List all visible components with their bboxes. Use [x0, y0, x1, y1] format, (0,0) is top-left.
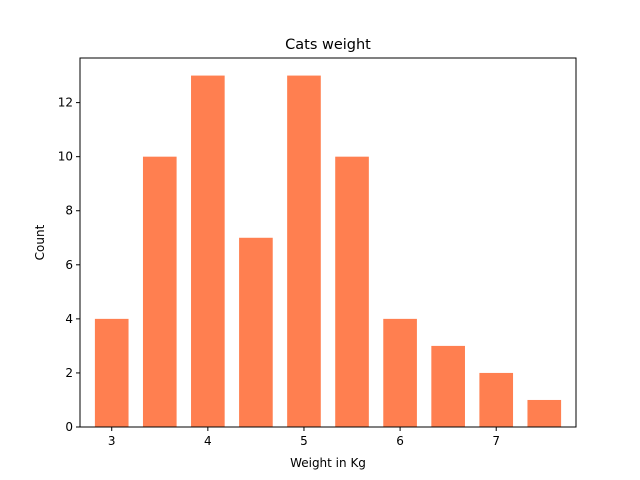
- bar-9: [527, 399, 562, 427]
- bar-6: [383, 318, 417, 427]
- bar-5: [335, 156, 369, 427]
- plot-frame: [79, 57, 577, 428]
- bars-group: [94, 75, 562, 428]
- bar-1: [142, 156, 177, 427]
- x-axis-ticks: 3 4 5 6 7: [108, 427, 500, 448]
- x-tick-label: 7: [492, 434, 500, 448]
- chart-title: Cats weight: [285, 37, 371, 53]
- y-tick-label: 12: [58, 96, 73, 110]
- y-tick-label: 8: [65, 204, 73, 218]
- y-tick-label: 10: [58, 150, 73, 164]
- bar-8: [479, 372, 514, 427]
- bar-3: [239, 237, 273, 427]
- x-tick-label: 6: [396, 434, 404, 448]
- bar-7: [431, 345, 465, 427]
- x-tick-label: 4: [204, 434, 212, 448]
- y-tick-label: 6: [65, 258, 73, 272]
- x-tick-label: 5: [300, 434, 308, 448]
- y-tick-label: 2: [65, 366, 73, 380]
- y-tick-label: 0: [65, 420, 73, 434]
- bar-2: [191, 75, 225, 428]
- y-axis-label: Count: [33, 224, 47, 260]
- bar-0: [94, 318, 129, 427]
- x-tick-label: 3: [108, 434, 116, 448]
- y-axis-ticks: 0 2 4 6 8 10 12: [58, 96, 80, 434]
- y-tick-label: 4: [65, 312, 73, 326]
- x-axis-label: Weight in Kg: [290, 456, 366, 470]
- bar-4: [287, 75, 321, 428]
